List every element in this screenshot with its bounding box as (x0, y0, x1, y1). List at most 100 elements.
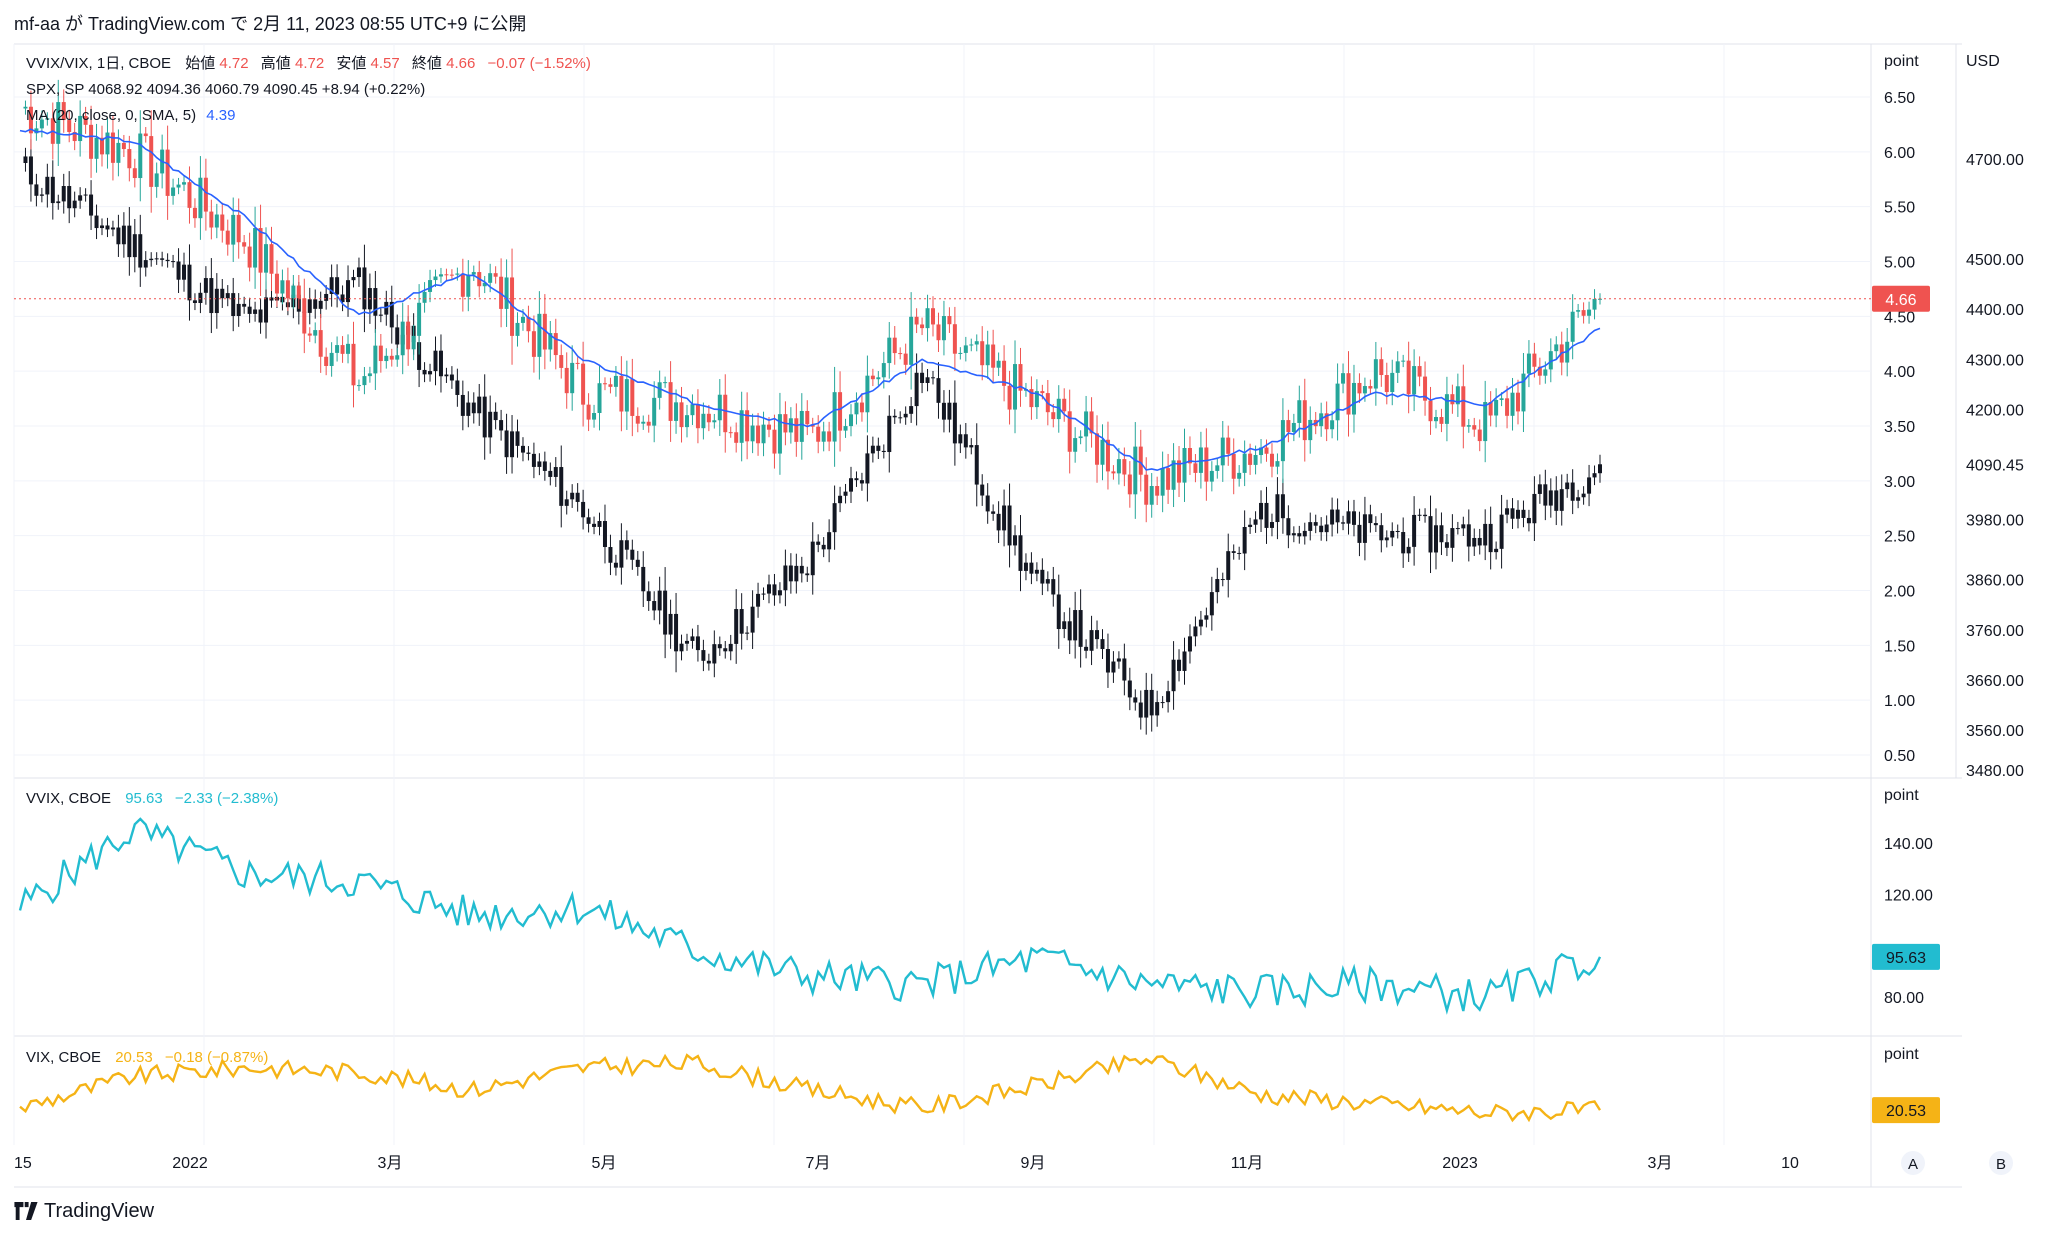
spx-candle-body (455, 380, 460, 395)
ratio-candle-body (750, 425, 755, 442)
ratio-candle-body (1193, 463, 1198, 473)
right-tick-label: 4700.00 (1966, 152, 2024, 169)
spx-candle-body (909, 406, 914, 414)
vix-axis[interactable]: point (1884, 1046, 1919, 1063)
ratio-candle-body (657, 382, 662, 398)
spx-candle-body (67, 186, 72, 209)
spx-candle-body (1598, 464, 1602, 474)
ratio-candle-body (346, 343, 351, 354)
spx-candle-body (198, 292, 203, 304)
spx-candle-body (1062, 621, 1067, 630)
spx-candle-body (1537, 484, 1542, 494)
vix-legend-value: 20.53 (115, 1049, 153, 1066)
main-right-axis[interactable]: USD 4700.00 4500.00 4400.00 4300.00 4200.00 4… (1966, 53, 2024, 780)
time-axis[interactable]: 15 2022 3月 5月 7月 9月 11月 2023 3月 10 A B (14, 1151, 2013, 1175)
ratio-candle-body (1472, 425, 1477, 430)
ratio-candle-body (356, 385, 361, 387)
vvix-axis[interactable]: point 140.00 120.00 80.00 (1884, 787, 1933, 1007)
ratio-candle-body (384, 355, 389, 362)
spx-candle-body (324, 293, 329, 301)
ratio-candle-body (406, 321, 411, 350)
ratio-candle-body (1587, 309, 1592, 316)
ratio-candle-body (816, 426, 821, 442)
ratio-candle-body (1554, 344, 1559, 352)
ratio-candle-body (236, 214, 241, 243)
spx-candle-body (449, 374, 454, 381)
spx-candle-body (1554, 490, 1559, 511)
time-label: 2022 (172, 1155, 208, 1172)
spx-candle-body (728, 643, 733, 652)
ratio-candle-body (1177, 460, 1182, 483)
spx-candle-body (1406, 546, 1411, 554)
spx-candle-body (996, 513, 1001, 531)
left-tick-label: 0.50 (1884, 748, 1915, 765)
spx-candle-body (859, 480, 864, 484)
spx-candle-body (56, 201, 61, 204)
ratio-candle-body (1526, 353, 1531, 374)
main-last-value: 4.66 (1885, 292, 1916, 309)
main-left-axis[interactable]: point 6.50 6.00 5.50 5.00 4.50 4.00 3.50 3.00 2.… (1884, 53, 1919, 765)
spx-candle-body (1073, 610, 1078, 641)
spx-candle-body (94, 215, 99, 229)
publish-line: mf-aa が TradingView.com で 2月 11, 2023 08… (14, 14, 527, 34)
spx-candle-body (236, 303, 241, 317)
spx-candle-body (1248, 524, 1253, 528)
spx-candle-body (559, 467, 564, 506)
spx-candle-body (657, 590, 662, 611)
spx-candle-body (100, 225, 105, 229)
ratio-candle-body (1029, 389, 1034, 408)
ratio-candle-body (1133, 446, 1138, 495)
spx-candle-body (520, 445, 525, 453)
ratio-candle-body (1532, 353, 1537, 367)
ratio-candle-body (1166, 468, 1171, 490)
spx-candle-body (1269, 522, 1274, 528)
spx-candle-body (1166, 691, 1171, 703)
ratio-candle-body (444, 274, 449, 276)
ratio-candle-body (438, 274, 443, 277)
legend-high: 4.72 (295, 55, 324, 72)
tradingview-logo[interactable]: TradingView (14, 1198, 154, 1224)
ratio-candle-body (1576, 310, 1581, 312)
spx-candle-body (1581, 493, 1586, 498)
ratio-candle-body (154, 173, 159, 187)
spx-candle-body (378, 314, 383, 316)
spx-candle-body (83, 194, 88, 196)
spx-candle-body (816, 541, 821, 545)
spx-candle-body (980, 484, 985, 496)
spx-candle-body (745, 632, 750, 634)
vvix-panel[interactable] (18, 817, 1602, 1015)
spx-candle-body (761, 593, 766, 595)
left-tick-label: 5.50 (1884, 200, 1915, 217)
ratio-candle-body (149, 136, 154, 187)
left-tick-label: 3.50 (1884, 419, 1915, 436)
ratio-candle-body (1406, 360, 1411, 395)
ratio-candle-body (876, 377, 881, 380)
left-tick-label: 6.50 (1884, 90, 1915, 107)
vix-panel[interactable] (19, 1053, 1602, 1123)
spx-candle-body (1373, 523, 1378, 526)
ratio-candle-body (985, 344, 990, 366)
spx-candle-body (887, 415, 892, 453)
ratio-candle-body (1521, 373, 1526, 412)
ratio-candle-body (324, 356, 329, 366)
ratio-candle-body (1248, 453, 1253, 465)
scale-button-b[interactable]: B (1989, 1151, 2013, 1175)
ratio-candle-body (695, 404, 700, 429)
ratio-candle-body (1357, 382, 1362, 394)
scale-button-a[interactable]: A (1901, 1151, 1925, 1175)
spx-candle-body (1264, 502, 1269, 528)
left-tick-label: 4.00 (1884, 364, 1915, 381)
spx-candle-body (1051, 579, 1056, 595)
ratio-candle-body (1056, 398, 1061, 420)
vvix-legend: VVIX, CBOE 95.63 −2.33 (−2.38%) (26, 790, 278, 807)
ratio-candle-body (674, 402, 679, 421)
main-plot[interactable] (14, 79, 1871, 735)
ratio-candle-body (1280, 420, 1285, 462)
left-tick-label: 6.00 (1884, 145, 1915, 162)
spx-candle-body (176, 261, 181, 280)
ratio-candle-body (1084, 411, 1089, 437)
vix-line (19, 1053, 1602, 1123)
ratio-candle-body (340, 345, 345, 354)
ratio-candle-body (690, 404, 695, 416)
